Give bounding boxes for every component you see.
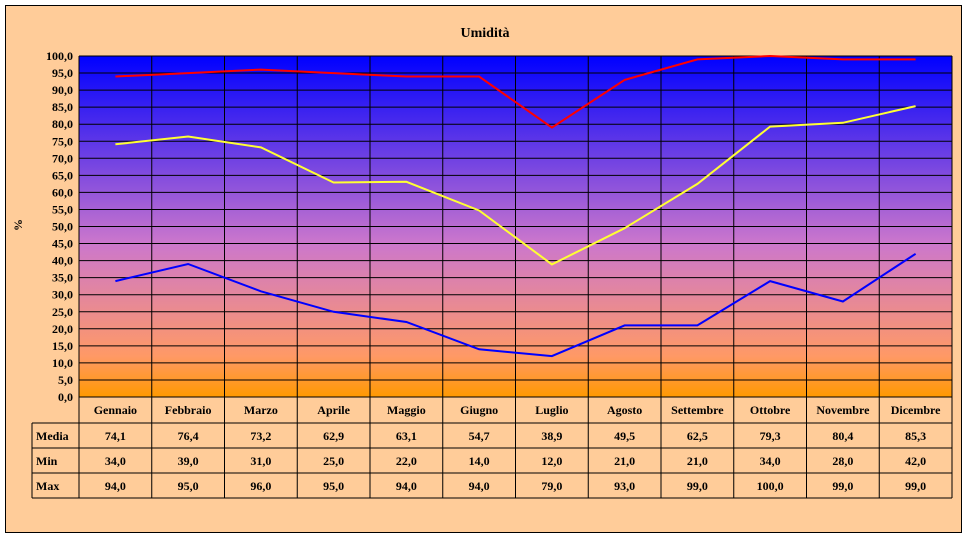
data-label: 31,0: [250, 454, 271, 468]
x-tick-label: Gennaio: [94, 403, 137, 417]
y-tick-label: 5,0: [58, 373, 73, 387]
chart-title: Umidità: [461, 26, 510, 41]
series-line-media: [115, 105, 916, 266]
y-tick-label: 85,0: [52, 100, 73, 114]
data-label: 73,2: [250, 429, 271, 443]
data-label: 76,4: [178, 429, 199, 443]
y-tick-label: 50,0: [52, 220, 73, 234]
data-label: 21,0: [614, 454, 635, 468]
y-tick-label: 10,0: [52, 356, 73, 370]
y-tick-label: 95,0: [52, 66, 73, 80]
data-label: 39,0: [178, 454, 199, 468]
x-tick-label: Settembre: [671, 403, 724, 417]
data-label: 94,0: [105, 479, 126, 493]
series-line-max: [115, 54, 916, 129]
y-tick-label: 15,0: [52, 339, 73, 353]
data-label: 74,1: [105, 429, 126, 443]
y-tick-label: 35,0: [52, 271, 73, 285]
x-tick-label: Agosto: [607, 403, 642, 417]
data-label: 22,0: [396, 454, 417, 468]
y-tick-label: 90,0: [52, 83, 73, 97]
legend-entry-min: Min: [36, 454, 58, 468]
x-tick-label: Giugno: [460, 403, 498, 417]
data-label: 79,3: [760, 429, 781, 443]
y-tick-label: 20,0: [52, 322, 73, 336]
data-label: 54,7: [469, 429, 490, 443]
data-label: 79,0: [541, 479, 562, 493]
data-label: 80,4: [832, 429, 853, 443]
grid-lines: [78, 55, 953, 498]
legend-entry-media: Media: [36, 429, 69, 443]
x-tick-label: Ottobre: [750, 403, 791, 417]
y-tick-label: 45,0: [52, 237, 73, 251]
series-lines: [115, 54, 917, 358]
data-label: 95,0: [323, 479, 344, 493]
data-label: 14,0: [469, 454, 490, 468]
data-label: 21,0: [687, 454, 708, 468]
data-label: 93,0: [614, 479, 635, 493]
y-axis-ticks: 0,0 5,0 10,0 15,0 20,0 25,0 30,0 35,0 40,0 45,0 50…: [46, 49, 73, 404]
data-label: 34,0: [105, 454, 126, 468]
legend-entry-max: Max: [36, 479, 59, 493]
data-label: 42,0: [905, 454, 926, 468]
data-label: 99,0: [905, 479, 926, 493]
x-tick-label: Aprile: [317, 403, 350, 417]
data-label: 96,0: [250, 479, 271, 493]
y-tick-label: 100,0: [46, 49, 73, 63]
data-label: 94,0: [396, 479, 417, 493]
x-tick-label: Marzo: [244, 403, 278, 417]
data-label: 99,0: [832, 479, 853, 493]
data-label: 100,0: [757, 479, 784, 493]
x-tick-label: Luglio: [535, 403, 568, 417]
y-tick-label: 60,0: [52, 185, 73, 199]
data-label: 94,0: [469, 479, 490, 493]
y-axis-label: %: [11, 219, 25, 231]
x-tick-label: Maggio: [387, 403, 426, 417]
x-tick-label: Dicembre: [891, 403, 941, 417]
data-label: 25,0: [323, 454, 344, 468]
data-label: 99,0: [687, 479, 708, 493]
data-label: 62,9: [323, 429, 344, 443]
data-label: 12,0: [541, 454, 562, 468]
data-label: 28,0: [832, 454, 853, 468]
x-tick-label: Novembre: [816, 403, 870, 417]
data-label: 62,5: [687, 429, 708, 443]
y-tick-label: 0,0: [58, 390, 73, 404]
data-label: 34,0: [760, 454, 781, 468]
y-tick-label: 40,0: [52, 254, 73, 268]
y-tick-label: 75,0: [52, 134, 73, 148]
data-label: 95,0: [178, 479, 199, 493]
series-line-min: [115, 252, 917, 358]
data-label: 49,5: [614, 429, 635, 443]
data-label: 85,3: [905, 429, 926, 443]
y-tick-label: 80,0: [52, 117, 73, 131]
y-tick-label: 25,0: [52, 305, 73, 319]
y-tick-label: 30,0: [52, 288, 73, 302]
y-tick-label: 70,0: [52, 151, 73, 165]
x-tick-label: Febbraio: [165, 403, 212, 417]
data-label: 63,1: [396, 429, 417, 443]
data-table: Gennaio Febbraio Marzo Aprile Maggio Giugno Lu…: [31, 396, 952, 499]
y-tick-label: 55,0: [52, 202, 73, 216]
y-tick-label: 65,0: [52, 168, 73, 182]
data-label: 38,9: [541, 429, 562, 443]
